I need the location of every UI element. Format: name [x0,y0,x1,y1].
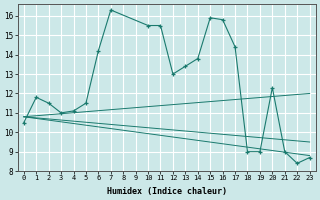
X-axis label: Humidex (Indice chaleur): Humidex (Indice chaleur) [107,187,227,196]
